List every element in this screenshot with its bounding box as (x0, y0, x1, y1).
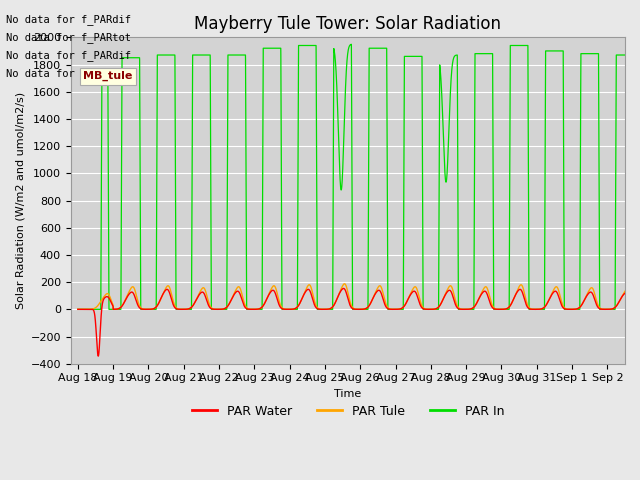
Text: MB_tule: MB_tule (83, 71, 132, 82)
Legend: PAR Water, PAR Tule, PAR In: PAR Water, PAR Tule, PAR In (187, 400, 509, 423)
Text: No data for f_PARtot: No data for f_PARtot (6, 32, 131, 43)
Title: Mayberry Tule Tower: Solar Radiation: Mayberry Tule Tower: Solar Radiation (195, 15, 501, 33)
Text: No data for f_PARdif: No data for f_PARdif (6, 50, 131, 61)
X-axis label: Time: Time (334, 389, 362, 399)
Y-axis label: Solar Radiation (W/m2 and umol/m2/s): Solar Radiation (W/m2 and umol/m2/s) (15, 92, 25, 309)
Text: No data for f_PARtot: No data for f_PARtot (6, 68, 131, 79)
Text: No data for f_PARdif: No data for f_PARdif (6, 13, 131, 24)
